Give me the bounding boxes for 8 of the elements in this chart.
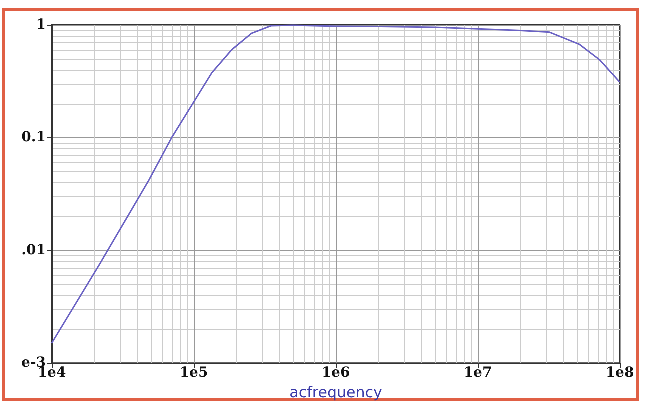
x-tick-label: 1e7 [464, 365, 492, 382]
x-tick-label: 1e5 [180, 365, 208, 382]
y-tick-label: 0.1 [22, 130, 46, 146]
x-tick-label: 1e6 [322, 365, 350, 382]
x-axis-title: acfrequency [290, 384, 382, 402]
y-tick-label: .01 [22, 242, 46, 258]
y-tick-label: 1 [36, 17, 46, 33]
x-tick-label: 1e8 [606, 365, 634, 382]
